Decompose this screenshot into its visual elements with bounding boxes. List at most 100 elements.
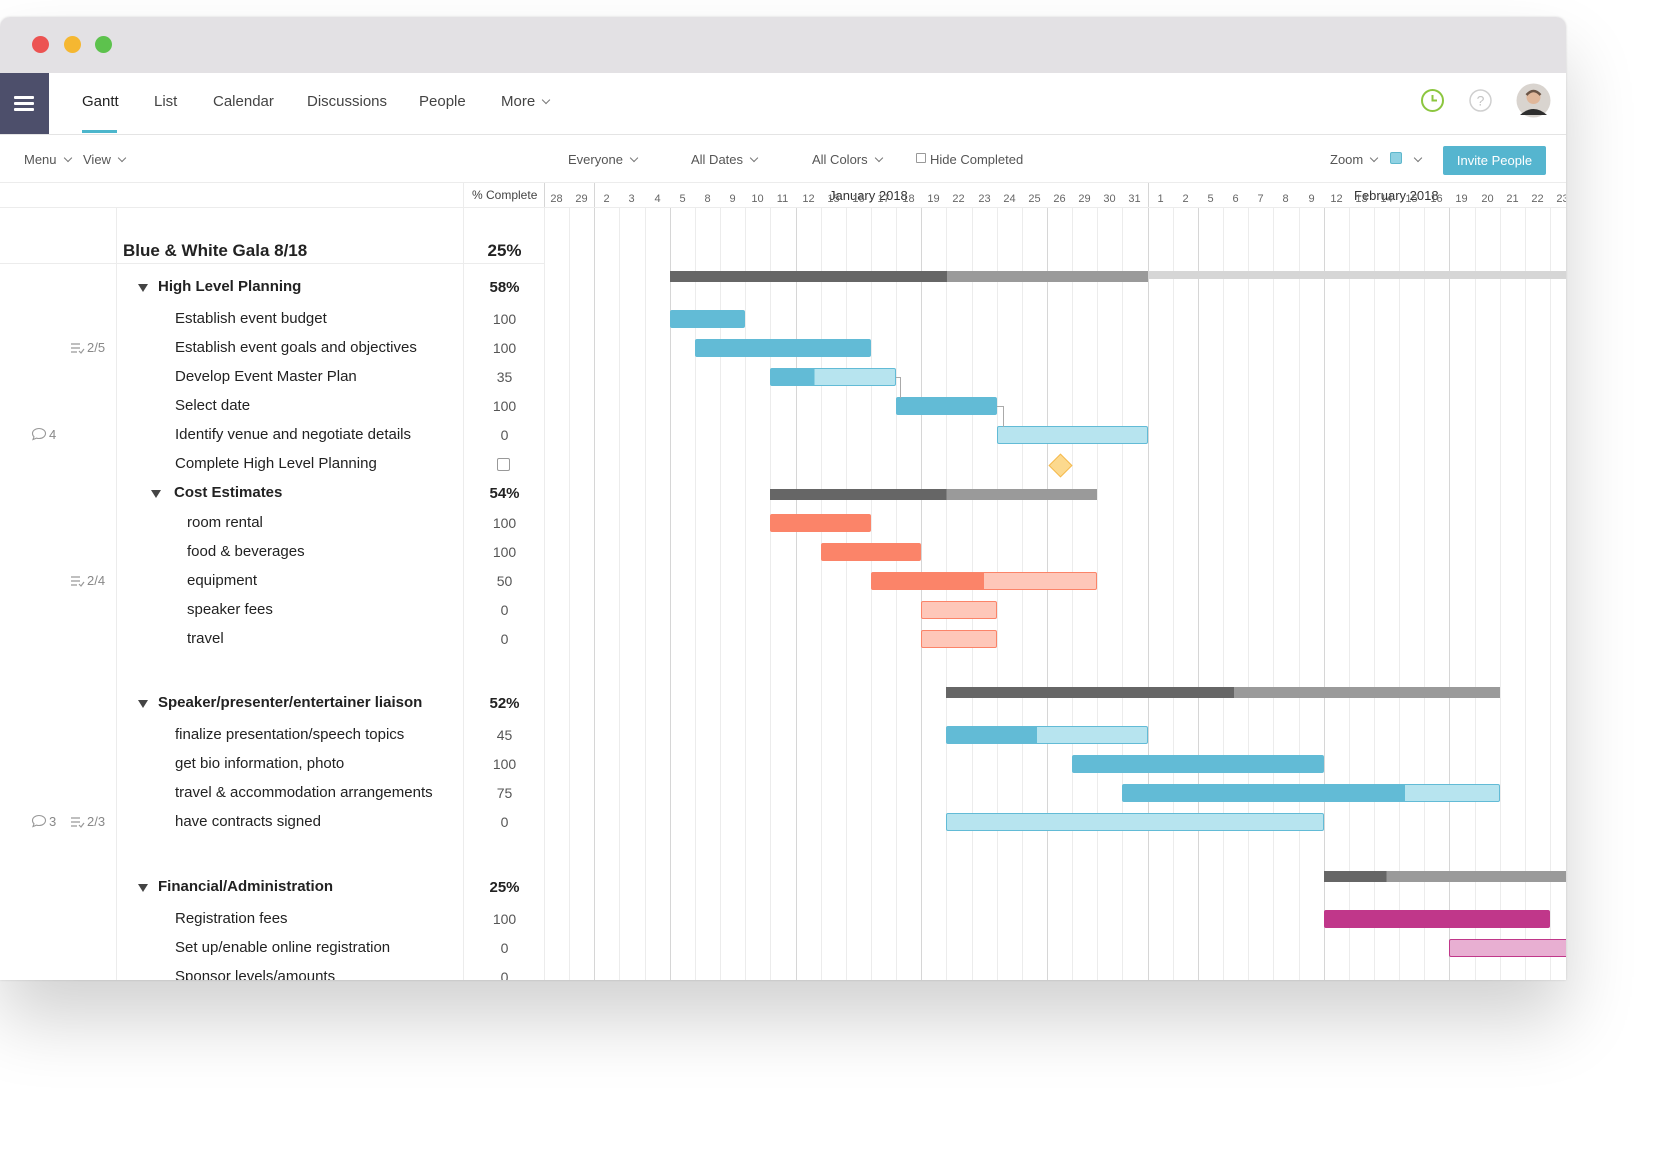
- task-bar[interactable]: [770, 514, 871, 532]
- task-bar[interactable]: [1072, 755, 1324, 773]
- collapse-triangle-icon[interactable]: [138, 700, 148, 708]
- percent-complete-value[interactable]: 100: [492, 311, 517, 327]
- colors-filter[interactable]: All Colors: [812, 152, 883, 167]
- task-row-label[interactable]: travel: [187, 630, 224, 647]
- task-bar[interactable]: [896, 397, 997, 415]
- day-gridline: [1299, 207, 1300, 980]
- task-bar[interactable]: [1449, 939, 1566, 957]
- task-bar[interactable]: [820, 543, 922, 561]
- percent-complete-value[interactable]: 100: [492, 515, 517, 531]
- day-label: 16: [852, 193, 865, 205]
- task-row-label[interactable]: Select date: [175, 397, 251, 414]
- milestone-checkbox[interactable]: [497, 458, 510, 471]
- task-row-label[interactable]: food & beverages: [187, 543, 305, 560]
- group-row-label[interactable]: Financial/Administration: [158, 878, 334, 895]
- task-row-label[interactable]: Complete High Level Planning: [175, 455, 377, 472]
- percent-complete-value[interactable]: 0: [500, 631, 509, 647]
- task-bar[interactable]: [1122, 784, 1500, 802]
- task-row-label[interactable]: equipment: [187, 572, 258, 589]
- task-row-label[interactable]: Registration fees: [175, 910, 288, 927]
- timer-clock-icon[interactable]: [1420, 88, 1445, 113]
- percent-complete-value[interactable]: 0: [500, 969, 509, 980]
- help-icon[interactable]: ?: [1468, 88, 1493, 113]
- color-picker-dropdown[interactable]: [1407, 152, 1423, 167]
- tab-discussions[interactable]: Discussions: [307, 93, 388, 110]
- hamburger-menu-button[interactable]: [0, 73, 49, 134]
- checklist-badge[interactable]: 2/5: [70, 340, 105, 355]
- percent-complete-value[interactable]: 0: [500, 427, 509, 443]
- percent-complete-value[interactable]: 100: [492, 756, 517, 772]
- milestone-diamond[interactable]: [1048, 453, 1073, 478]
- task-row-label[interactable]: travel & accommodation arrangements: [175, 784, 433, 801]
- task-row-label[interactable]: Establish event budget: [175, 310, 327, 327]
- percent-complete-value[interactable]: 25%: [489, 879, 520, 896]
- day-gridline: [921, 207, 922, 980]
- percent-complete-value[interactable]: 100: [492, 544, 517, 560]
- task-bar[interactable]: [946, 726, 1148, 744]
- task-row-label[interactable]: get bio information, photo: [175, 755, 345, 772]
- task-bar[interactable]: [694, 339, 871, 357]
- user-avatar[interactable]: [1516, 83, 1551, 118]
- tab-calendar[interactable]: Calendar: [213, 93, 274, 110]
- group-row-label[interactable]: Cost Estimates: [174, 484, 283, 501]
- task-bar[interactable]: [1323, 910, 1550, 928]
- group-row-label[interactable]: High Level Planning: [158, 278, 302, 295]
- task-row-label[interactable]: finalize presentation/speech topics: [175, 726, 405, 743]
- percent-complete-value[interactable]: 0: [500, 814, 509, 830]
- minimize-window-button[interactable]: [64, 36, 81, 53]
- percent-complete-value[interactable]: 0: [500, 940, 509, 956]
- percent-complete-value[interactable]: 45: [496, 727, 513, 743]
- task-bar[interactable]: [669, 310, 746, 328]
- task-row-label[interactable]: Identify venue and negotiate details: [175, 426, 412, 443]
- task-bar[interactable]: [770, 368, 897, 386]
- checklist-badge[interactable]: 2/4: [70, 573, 105, 588]
- tab-people[interactable]: People: [419, 93, 466, 110]
- tab-list[interactable]: List: [154, 93, 178, 110]
- dates-filter[interactable]: All Dates: [691, 152, 759, 167]
- task-row-label[interactable]: Establish event goals and objectives: [175, 339, 417, 356]
- comment-badge[interactable]: 4: [31, 427, 56, 442]
- maximize-window-button[interactable]: [95, 36, 112, 53]
- tab-gantt[interactable]: Gantt: [82, 93, 119, 110]
- day-label: 2: [603, 193, 610, 205]
- task-row-label[interactable]: Develop Event Master Plan: [175, 368, 357, 385]
- percent-complete-value[interactable]: 54%: [489, 485, 520, 502]
- collapse-triangle-icon[interactable]: [151, 490, 161, 498]
- percent-complete-value[interactable]: 52%: [489, 695, 520, 712]
- task-row-label[interactable]: Set up/enable online registration: [175, 939, 391, 956]
- task-bar[interactable]: [946, 813, 1324, 831]
- everyone-filter[interactable]: Everyone: [568, 152, 639, 167]
- percent-complete-value[interactable]: 100: [492, 398, 517, 414]
- percent-complete-value[interactable]: 35: [496, 369, 513, 385]
- percent-complete-value[interactable]: 58%: [489, 279, 520, 296]
- group-row-label[interactable]: Speaker/presenter/entertainer liaison: [158, 694, 423, 711]
- day-label: 5: [1207, 193, 1214, 205]
- task-bar[interactable]: [921, 601, 997, 619]
- task-bar[interactable]: [870, 572, 1098, 590]
- hide-completed-toggle[interactable]: Hide Completed: [916, 152, 1023, 167]
- close-window-button[interactable]: [32, 36, 49, 53]
- view-dropdown[interactable]: View: [83, 152, 127, 167]
- percent-complete-value[interactable]: 100: [492, 911, 517, 927]
- percent-complete-value[interactable]: 75: [496, 785, 513, 801]
- color-picker-swatch[interactable]: [1390, 152, 1402, 164]
- percent-complete-value[interactable]: 50: [496, 573, 513, 589]
- task-bar[interactable]: [996, 426, 1148, 444]
- task-row-label[interactable]: Sponsor levels/amounts: [175, 968, 336, 980]
- collapse-triangle-icon[interactable]: [138, 284, 148, 292]
- task-row-label[interactable]: speaker fees: [187, 601, 273, 618]
- menu-dropdown[interactable]: Menu: [24, 152, 72, 167]
- tab-more[interactable]: More: [501, 93, 551, 110]
- checklist-badge[interactable]: 2/3: [70, 814, 105, 829]
- zoom-dropdown[interactable]: Zoom: [1330, 152, 1379, 167]
- invite-people-button[interactable]: Invite People: [1443, 146, 1546, 175]
- collapse-triangle-icon[interactable]: [138, 884, 148, 892]
- comment-badge[interactable]: 3: [31, 814, 56, 829]
- percent-complete-value[interactable]: 100: [492, 340, 517, 356]
- percent-complete-value[interactable]: 0: [500, 602, 509, 618]
- task-row-label[interactable]: have contracts signed: [175, 813, 321, 830]
- task-bar[interactable]: [921, 630, 997, 648]
- hide-completed-checkbox[interactable]: [916, 153, 926, 163]
- task-row-label[interactable]: room rental: [187, 514, 263, 531]
- dependency-connector: [896, 377, 902, 398]
